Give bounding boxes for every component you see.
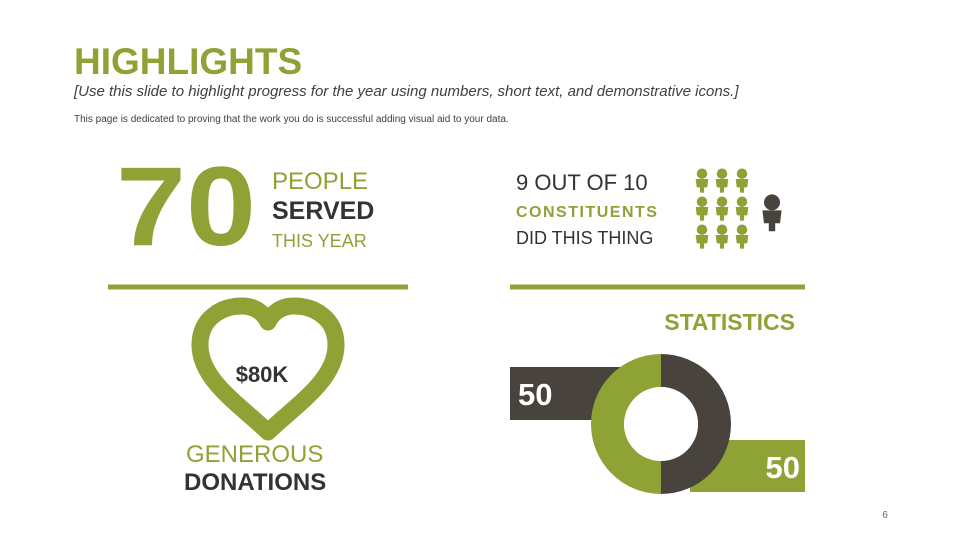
donations-line2: DONATIONS xyxy=(184,469,326,496)
icon-head xyxy=(736,196,748,207)
donation-amount: $80K xyxy=(236,362,289,387)
donut-segment xyxy=(661,354,731,494)
icon-head xyxy=(716,168,728,179)
constituents-line3: DID THIS THING xyxy=(516,228,653,248)
person-icon xyxy=(762,194,782,232)
person-icon xyxy=(695,196,709,221)
icon-head xyxy=(716,224,728,235)
title: HIGHLIGHTS xyxy=(74,41,302,82)
icon-body xyxy=(762,210,782,232)
icon-head xyxy=(764,194,780,211)
subtitle: [Use this slide to highlight progress fo… xyxy=(73,83,739,100)
people-icons xyxy=(695,168,782,249)
icon-body xyxy=(735,206,749,221)
icon-body xyxy=(695,206,709,221)
person-icon xyxy=(735,168,749,193)
icon-head xyxy=(736,168,748,179)
person-icon xyxy=(735,224,749,249)
people-line2: SERVED xyxy=(272,197,374,225)
person-icon xyxy=(715,224,729,249)
icon-head xyxy=(696,224,708,235)
icon-body xyxy=(715,234,729,249)
donut-segment xyxy=(591,354,661,494)
person-icon xyxy=(695,224,709,249)
icon-body xyxy=(715,178,729,193)
icon-head xyxy=(696,196,708,207)
donut-hole xyxy=(624,387,698,461)
person-icon xyxy=(715,168,729,193)
page-number: 6 xyxy=(882,510,888,521)
people-number: 70 xyxy=(116,144,256,269)
heart xyxy=(191,297,345,441)
icon-body xyxy=(735,178,749,193)
constituents-line1: 9 OUT OF 10 xyxy=(516,170,648,195)
donut-chart: 50 50 xyxy=(510,354,805,494)
constituents-line2: CONSTITUENTS xyxy=(516,204,658,221)
icon-body xyxy=(695,178,709,193)
description: This page is dedicated to proving that t… xyxy=(74,114,509,125)
icon-head xyxy=(736,224,748,235)
value-label: 50 xyxy=(518,377,552,412)
chart-title: STATISTICS xyxy=(664,309,795,335)
icon-head xyxy=(716,196,728,207)
icon-body xyxy=(735,234,749,249)
value-label: 50 xyxy=(766,450,800,485)
person-icon xyxy=(715,196,729,221)
donations-line1: GENEROUS xyxy=(186,441,323,468)
icon-body xyxy=(715,206,729,221)
person-icon xyxy=(695,168,709,193)
person-icon xyxy=(735,196,749,221)
people-line1: PEOPLE xyxy=(272,168,368,195)
icon-head xyxy=(696,168,708,179)
people-line3: THIS YEAR xyxy=(272,231,367,251)
icon-body xyxy=(695,234,709,249)
